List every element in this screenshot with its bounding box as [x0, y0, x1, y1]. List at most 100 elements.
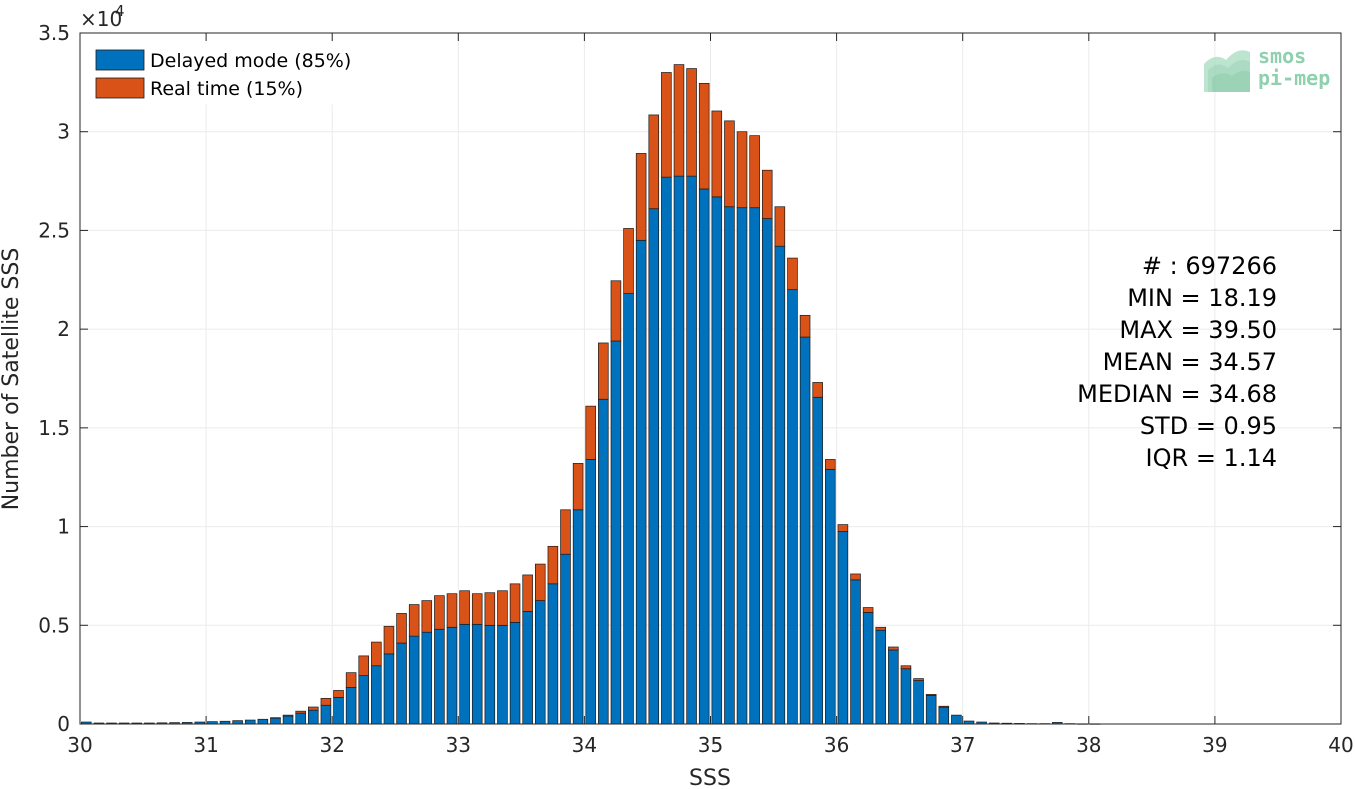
x-tick-label: 32 — [319, 733, 344, 757]
bar-real-time — [736, 131, 748, 209]
bar-real-time — [484, 592, 496, 626]
bar-real-time — [471, 593, 483, 625]
legend-swatch-delayed — [95, 49, 145, 71]
bar-delayed-mode — [900, 668, 912, 725]
x-tick-label: 40 — [1328, 733, 1353, 757]
bar-delayed-mode — [383, 653, 395, 725]
bar-real-time — [270, 717, 281, 719]
bar-real-time — [661, 72, 672, 178]
bar-delayed-mode — [850, 579, 861, 725]
bar-real-time — [825, 459, 836, 470]
bar-real-time — [812, 382, 823, 398]
bar-real-time — [673, 64, 685, 177]
bar-delayed-mode — [598, 398, 609, 725]
x-axis-title: SSS — [689, 766, 731, 789]
bar-real-time — [862, 607, 874, 613]
logo-line-2: pi-mep — [1258, 66, 1330, 90]
bar-delayed-mode — [925, 695, 937, 725]
bar-delayed-mode — [774, 245, 786, 725]
bar-real-time — [421, 600, 433, 633]
bar-delayed-mode — [686, 175, 697, 725]
bar-delayed-mode — [724, 206, 735, 725]
bar-real-time — [686, 68, 697, 177]
bar-delayed-mode — [673, 175, 685, 725]
bar-real-time — [509, 583, 521, 623]
bar-real-time — [787, 257, 798, 291]
bar-real-time — [698, 82, 710, 190]
y-axis-title: Number of Satellite SSS — [0, 248, 24, 511]
bar-real-time — [837, 524, 849, 532]
x-tick-label: 34 — [572, 733, 597, 757]
bar-real-time — [572, 463, 584, 511]
stat-mean: MEAN = 34.57 — [1103, 348, 1277, 376]
y-tick-label: 2 — [57, 317, 70, 341]
bar-delayed-mode — [913, 680, 924, 725]
bar-delayed-mode — [295, 712, 306, 725]
bar-real-time — [320, 697, 332, 706]
bar-real-time — [799, 314, 811, 338]
bar-real-time — [925, 694, 937, 696]
bar-delayed-mode — [509, 621, 521, 725]
bar-real-time — [396, 613, 407, 644]
x-tick-label: 38 — [1076, 733, 1101, 757]
bar-delayed-mode — [434, 628, 445, 725]
y-tick-label: 3.5 — [38, 21, 70, 45]
stat-iqr: IQR = 1.14 — [1146, 444, 1277, 472]
wave-icon — [1204, 50, 1250, 92]
bar-real-time — [648, 114, 660, 210]
bar-delayed-mode — [698, 188, 710, 725]
bar-real-time — [850, 573, 861, 581]
stat-count: # : 697266 — [1142, 252, 1277, 280]
stat-min: MIN = 18.19 — [1127, 284, 1277, 312]
bar-delayed-mode — [459, 623, 470, 725]
bar-delayed-mode — [345, 687, 357, 725]
stat-median: MEDIAN = 34.68 — [1077, 380, 1277, 408]
bar-delayed-mode — [320, 704, 332, 725]
bar-delayed-mode — [825, 468, 836, 725]
bar-delayed-mode — [421, 631, 433, 725]
bar-delayed-mode — [711, 196, 723, 725]
stats-annotation: # : 697266 MIN = 18.19 MAX = 39.50 MEAN … — [1077, 252, 1277, 472]
bar-delayed-mode — [244, 719, 256, 725]
bar-delayed-mode — [623, 293, 634, 725]
bar-real-time — [547, 545, 559, 585]
bar-delayed-mode — [257, 718, 269, 725]
bar-real-time — [308, 706, 319, 711]
bar-delayed-mode — [749, 207, 760, 725]
legend-label-delayed: Delayed mode (85%) — [150, 50, 351, 72]
bar-delayed-mode — [333, 696, 344, 725]
bar-real-time — [749, 135, 760, 209]
bar-real-time — [408, 604, 420, 637]
bar-delayed-mode — [572, 509, 584, 725]
bar-delayed-mode — [635, 239, 647, 725]
logo-line-1: smos — [1258, 44, 1306, 68]
bar-delayed-mode — [938, 706, 950, 725]
x-tick-label: 39 — [1202, 733, 1227, 757]
bar-real-time — [446, 593, 458, 628]
bar-delayed-mode — [736, 207, 748, 725]
y-exponent-power: 4 — [115, 2, 125, 20]
y-tick-label: 1 — [57, 515, 70, 539]
bar-delayed-mode — [497, 624, 508, 725]
bar-real-time — [610, 280, 622, 342]
bar-real-time — [282, 714, 294, 717]
bar-delayed-mode — [534, 600, 546, 725]
bar-delayed-mode — [837, 531, 849, 725]
bar-real-time — [623, 228, 634, 294]
stat-std: STD = 0.95 — [1140, 412, 1277, 440]
bar-delayed-mode — [661, 176, 672, 725]
x-tick-label: 35 — [698, 733, 723, 757]
bar-delayed-mode — [888, 649, 899, 725]
bar-real-time — [497, 590, 508, 626]
y-tick-label: 2.5 — [38, 218, 70, 242]
bar-delayed-mode — [446, 626, 458, 725]
bar-real-time — [358, 655, 369, 676]
bar-delayed-mode — [471, 623, 483, 725]
bar-real-time — [560, 509, 571, 555]
bar-delayed-mode — [270, 717, 281, 725]
axis-ticks: 30 31 32 33 34 35 36 37 38 39 40 0 0.5 1 1.5 2 2.5 3 3.5 — [38, 21, 1354, 757]
bar-real-time — [534, 563, 546, 601]
bar-delayed-mode — [371, 665, 382, 725]
bar-delayed-mode — [358, 675, 369, 725]
